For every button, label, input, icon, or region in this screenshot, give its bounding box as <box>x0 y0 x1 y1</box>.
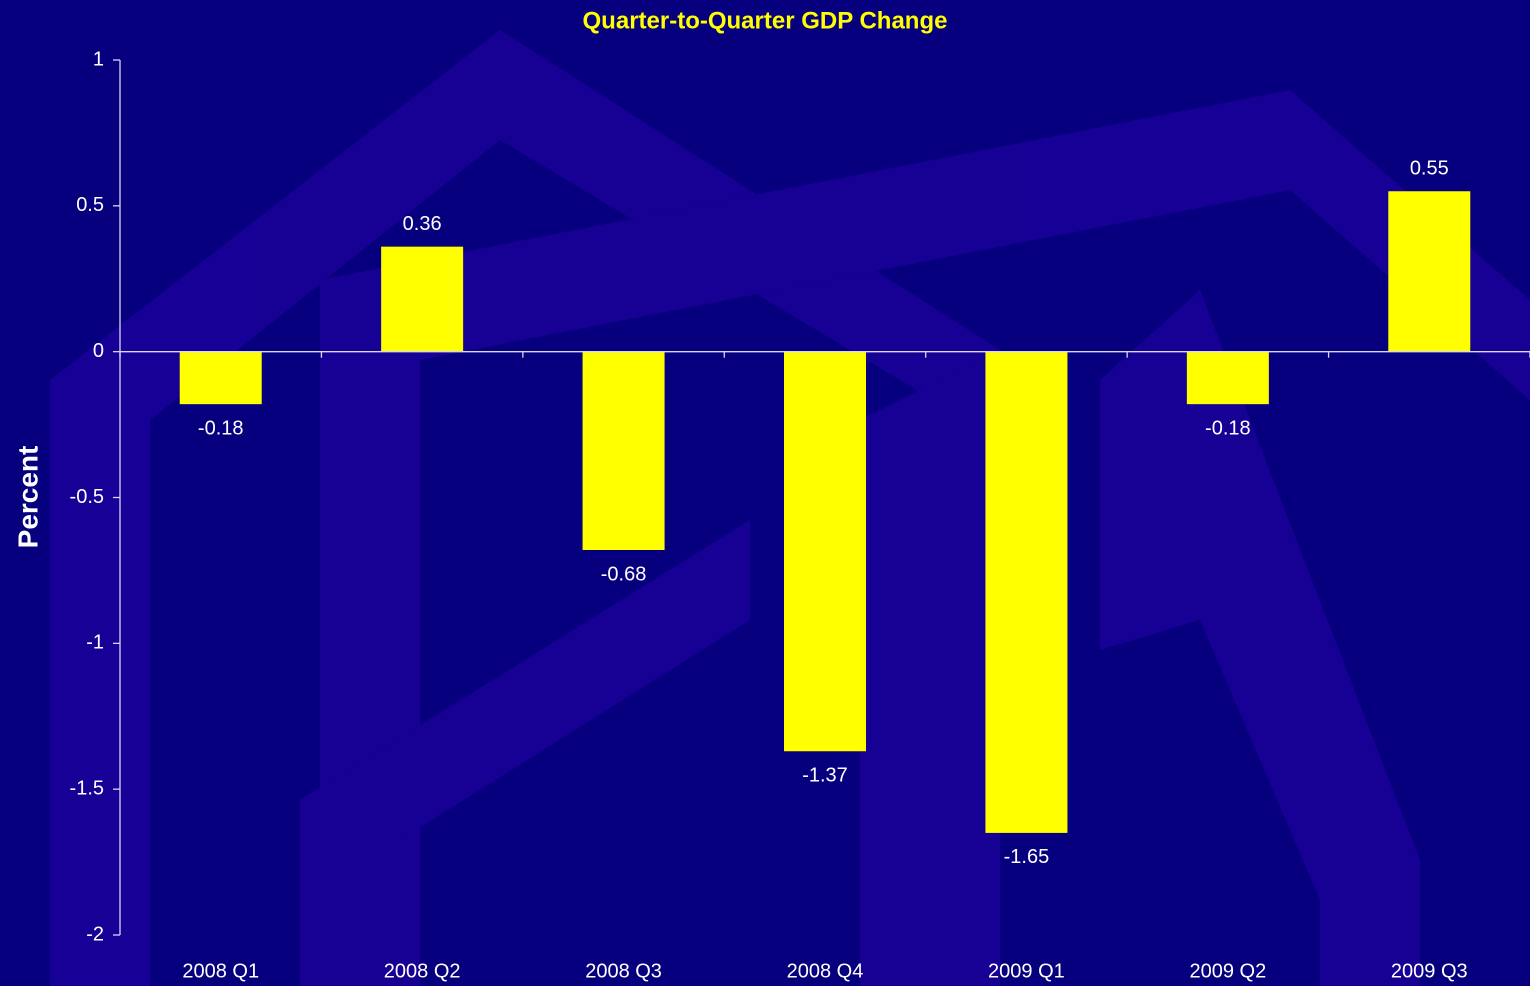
data-label: -0.18 <box>1205 417 1251 439</box>
data-label: 0.55 <box>1410 158 1449 180</box>
bar <box>583 352 665 550</box>
bar <box>381 247 463 352</box>
chart-title: Quarter-to-Quarter GDP Change <box>583 7 948 34</box>
bar <box>784 352 866 752</box>
x-tick-label: 2009 Q1 <box>988 960 1065 982</box>
data-label: -0.18 <box>198 417 244 439</box>
bar <box>1388 191 1470 351</box>
bar <box>1187 352 1269 405</box>
data-label: 0.36 <box>403 213 442 235</box>
y-tick-label: -1 <box>86 632 104 654</box>
x-tick-label: 2008 Q4 <box>787 960 864 982</box>
y-tick-label: -0.5 <box>70 486 104 508</box>
bar <box>985 352 1067 833</box>
data-label: -1.65 <box>1004 846 1050 868</box>
x-tick-label: 2008 Q3 <box>585 960 662 982</box>
bar <box>180 352 262 405</box>
y-axis-title: Percent <box>12 446 43 549</box>
x-tick-label: 2009 Q2 <box>1189 960 1266 982</box>
x-tick-label: 2008 Q2 <box>384 960 461 982</box>
data-label: -0.68 <box>601 563 647 585</box>
x-tick-label: 2008 Q1 <box>182 960 259 982</box>
y-tick-label: 0 <box>93 340 104 362</box>
y-tick-label: 1 <box>93 48 104 70</box>
x-tick-label: 2009 Q3 <box>1391 960 1468 982</box>
y-tick-label: -2 <box>86 923 104 945</box>
y-tick-label: -1.5 <box>70 777 104 799</box>
data-label: -1.37 <box>802 765 848 787</box>
y-tick-label: 0.5 <box>76 194 104 216</box>
chart: Quarter-to-Quarter GDP Change Percent -2… <box>0 0 1530 986</box>
